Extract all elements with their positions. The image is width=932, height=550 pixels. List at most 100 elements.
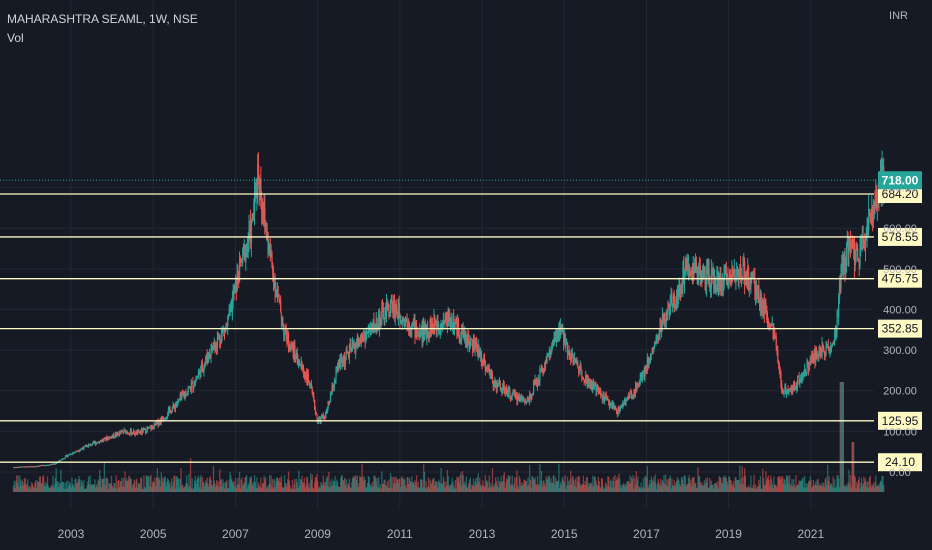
volume-bar	[325, 477, 328, 492]
volume-bar	[332, 480, 335, 492]
candle-body	[616, 409, 618, 414]
volume-bar	[117, 481, 119, 492]
volume-bar	[801, 478, 803, 492]
volume-bar	[608, 476, 610, 492]
candle-body	[109, 436, 111, 438]
volume-bar	[840, 382, 842, 492]
volume-bar	[404, 479, 406, 492]
candle-body	[120, 431, 122, 434]
candle-body	[597, 386, 599, 389]
candle-body	[269, 247, 272, 257]
volume-bar	[166, 481, 168, 492]
candle-body	[806, 364, 808, 373]
volume-bar	[272, 479, 274, 492]
volume-bar	[365, 488, 367, 492]
volume-bar	[144, 488, 147, 492]
candle-body	[235, 278, 237, 286]
volume-bar	[875, 475, 877, 492]
candle-body	[398, 302, 400, 317]
volume-indicator-label[interactable]: Vol	[7, 31, 24, 45]
volume-bar	[435, 481, 438, 492]
candle-body	[364, 336, 366, 343]
candle-body	[773, 328, 775, 335]
candle-body	[294, 345, 296, 356]
candle-body	[657, 335, 659, 337]
volume-bar	[527, 477, 529, 492]
candle-body	[378, 315, 381, 329]
volume-bar	[289, 485, 291, 492]
volume-bar	[736, 480, 739, 492]
symbol-title[interactable]: MAHARASHTRA SEAML, 1W, NSE	[7, 12, 198, 26]
candle-body	[214, 343, 216, 350]
volume-bar	[791, 478, 793, 492]
volume-bar	[794, 487, 796, 492]
volume-bar	[77, 479, 79, 492]
volume-bar	[528, 484, 530, 492]
volume-bar	[525, 480, 528, 492]
candle-body	[819, 348, 821, 352]
candle-body	[804, 369, 807, 373]
candle-body	[418, 332, 420, 335]
volume-bar	[235, 488, 238, 492]
candle-body	[123, 429, 125, 433]
candle-body	[323, 416, 325, 419]
candle-body	[585, 375, 588, 384]
candle-body	[347, 352, 349, 354]
volume-bar	[328, 471, 330, 492]
volume-bar	[830, 484, 833, 492]
volume-bar	[53, 487, 55, 492]
volume-bar	[655, 484, 657, 492]
price-axis[interactable]: 684.20578.55475.75352.85125.9524.100.001…	[878, 171, 922, 479]
candle-body	[774, 337, 777, 339]
candle-body	[674, 305, 676, 307]
candle-body	[346, 350, 348, 353]
volume-bar	[792, 479, 795, 492]
candle-body	[641, 374, 643, 380]
candle-body	[36, 466, 38, 468]
candle-body	[362, 338, 364, 342]
volume-bar	[849, 483, 851, 492]
candle-body	[655, 337, 657, 343]
candle-body	[243, 245, 245, 249]
volume-bar	[407, 476, 409, 492]
volume-bar	[661, 479, 664, 492]
volume-bar	[293, 484, 295, 492]
candle-body	[864, 240, 867, 249]
volume-bar	[633, 488, 635, 492]
candle-body	[24, 466, 27, 468]
candle-body	[869, 215, 871, 218]
volume-bar	[532, 478, 535, 492]
volume-bar	[881, 476, 883, 492]
candle-body	[82, 448, 84, 450]
candle-body	[199, 370, 201, 378]
candle-body	[266, 232, 268, 239]
time-axis[interactable]: 2003 2005 2007 2009 2011 2013 2015 2017 2019 2021	[58, 527, 825, 541]
volume-bar	[665, 485, 668, 492]
candle-body	[425, 330, 427, 339]
candle-body	[472, 339, 475, 352]
candle-body	[118, 432, 121, 436]
candle-body	[685, 260, 687, 269]
volume-bar	[331, 479, 333, 492]
volume-bar	[717, 488, 720, 492]
volume-bar	[260, 477, 262, 492]
candle-body	[307, 373, 309, 381]
candle-body	[811, 354, 813, 362]
volume-bar	[296, 482, 298, 492]
volume-bar	[78, 475, 80, 492]
candle-body	[257, 165, 259, 189]
horizontal-levels[interactable]	[0, 179, 874, 463]
volume-bar	[564, 475, 566, 492]
currency-label[interactable]: INR	[889, 10, 908, 22]
volume-bar	[672, 485, 674, 492]
candle-body	[235, 278, 238, 292]
volume-bar	[384, 479, 386, 492]
candle-body	[590, 382, 592, 390]
candle-body	[631, 395, 634, 397]
volume-bar	[697, 467, 699, 492]
volume-bar	[376, 478, 378, 492]
volume-bar	[787, 476, 789, 492]
candle-body	[211, 345, 213, 351]
